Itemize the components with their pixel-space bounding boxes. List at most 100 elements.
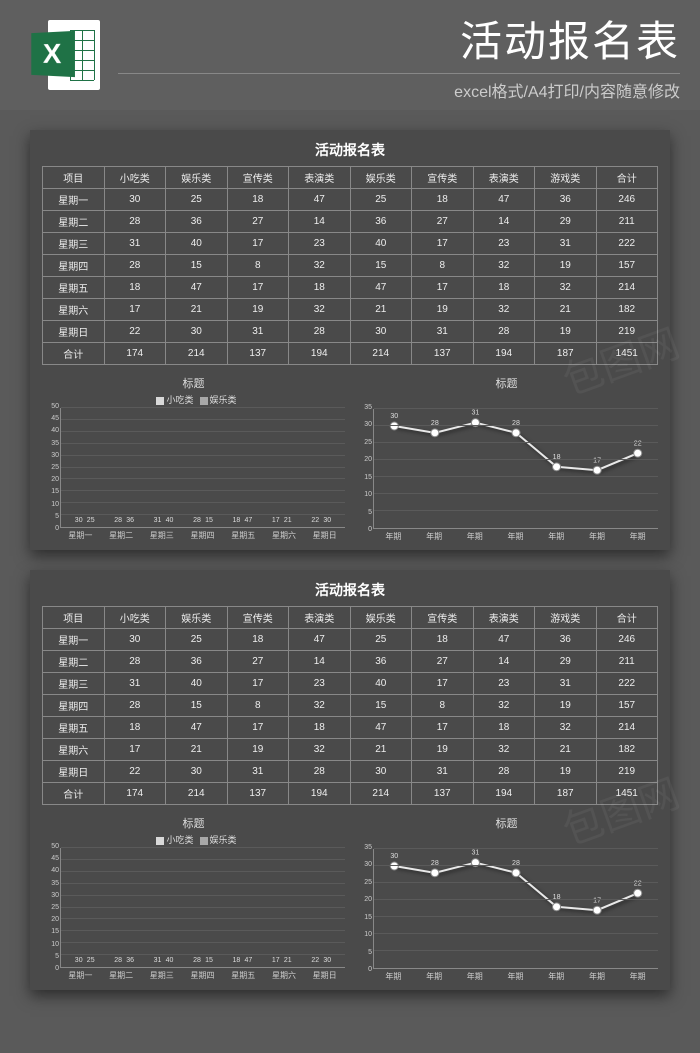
cell: 36	[166, 651, 228, 673]
cell: 31	[535, 673, 597, 695]
cell: 25	[350, 189, 412, 211]
cell: 31	[227, 761, 289, 783]
cell: 21	[350, 299, 412, 321]
cell: 14	[473, 651, 535, 673]
cell: 18	[104, 277, 166, 299]
table-row: 星期六1721193221193221182	[43, 299, 658, 321]
cell: 36	[166, 211, 228, 233]
cell: 214	[596, 717, 658, 739]
cell: 214	[350, 783, 412, 805]
cell: 40	[166, 673, 228, 695]
cell: 32	[289, 255, 351, 277]
col-header: 合计	[596, 167, 658, 189]
cell: 182	[596, 299, 658, 321]
cell: 星期三	[43, 233, 105, 255]
col-header: 合计	[596, 607, 658, 629]
bar-chart-area: 50454035302520151050 3025283631402815184…	[60, 408, 345, 528]
cell: 30	[350, 761, 412, 783]
cell: 194	[473, 343, 535, 365]
line-chart: 标题 35302520151050 30283128181722 年期年期年期年…	[355, 375, 658, 542]
data-table: 项目小吃类娱乐类宣传类表演类娱乐类宣传类表演类游戏类合计星期一302518472…	[42, 166, 658, 365]
cell: 211	[596, 651, 658, 673]
cell: 214	[350, 343, 412, 365]
col-header: 表演类	[473, 167, 535, 189]
cell: 47	[166, 717, 228, 739]
cell: 36	[350, 211, 412, 233]
cell: 21	[535, 299, 597, 321]
cell: 32	[535, 717, 597, 739]
bar-chart-x-labels-2: 星期一星期二星期三星期四星期五星期六星期日	[60, 968, 345, 981]
cell: 187	[535, 783, 597, 805]
col-header: 游戏类	[535, 607, 597, 629]
cell: 36	[350, 651, 412, 673]
cell: 157	[596, 695, 658, 717]
cell: 174	[104, 783, 166, 805]
data-table-2: 项目小吃类娱乐类宣传类表演类娱乐类宣传类表演类游戏类合计星期一302518472…	[42, 606, 658, 805]
header-text: 活动报名表 excel格式/A4打印/内容随意修改	[118, 8, 680, 102]
cell: 17	[227, 673, 289, 695]
cell: 17	[104, 739, 166, 761]
cell: 32	[289, 739, 351, 761]
cell: 29	[535, 651, 597, 673]
cell: 17	[227, 233, 289, 255]
cell: 47	[289, 189, 351, 211]
line-chart-area-2: 35302520151050 30283128181722	[373, 849, 658, 969]
cell: 194	[289, 343, 351, 365]
bar-chart-area-2: 50454035302520151050 3025283631402815184…	[60, 848, 345, 968]
cell: 28	[104, 651, 166, 673]
bar-chart-2: 标题 小吃类娱乐类 50454035302520151050 302528363…	[42, 815, 345, 982]
cell: 15	[350, 695, 412, 717]
cell: 星期二	[43, 211, 105, 233]
cell: 星期六	[43, 739, 105, 761]
table-row: 星期四28158321583219157	[43, 255, 658, 277]
cell: 18	[412, 629, 474, 651]
cell: 18	[473, 717, 535, 739]
cell: 32	[289, 299, 351, 321]
panel-1: 活动报名表 项目小吃类娱乐类宣传类表演类娱乐类宣传类表演类游戏类合计星期一302…	[30, 130, 670, 550]
cell: 19	[535, 321, 597, 343]
bar-chart-legend-2: 小吃类娱乐类	[42, 833, 345, 846]
cell: 17	[412, 717, 474, 739]
cell: 30	[166, 761, 228, 783]
cell: 30	[166, 321, 228, 343]
cell: 19	[535, 255, 597, 277]
cell: 18	[227, 629, 289, 651]
table-title: 活动报名表	[42, 140, 658, 160]
cell: 星期日	[43, 761, 105, 783]
svg-text:30: 30	[390, 413, 398, 420]
cell: 23	[289, 233, 351, 255]
cell: 32	[473, 739, 535, 761]
excel-icon: X	[30, 20, 100, 90]
cell: 246	[596, 629, 658, 651]
col-header: 表演类	[289, 167, 351, 189]
cell: 14	[289, 651, 351, 673]
cell: 25	[166, 189, 228, 211]
cell: 219	[596, 321, 658, 343]
cell: 36	[535, 629, 597, 651]
cell: 36	[535, 189, 597, 211]
cell: 23	[289, 673, 351, 695]
cell: 星期日	[43, 321, 105, 343]
cell: 137	[227, 783, 289, 805]
cell: 星期六	[43, 299, 105, 321]
cell: 18	[104, 717, 166, 739]
col-header: 宣传类	[412, 167, 474, 189]
bar-chart: 标题 小吃类娱乐类 50454035302520151050 302528363…	[42, 375, 345, 542]
bar-chart-title-2: 标题	[42, 815, 345, 831]
cell: 18	[412, 189, 474, 211]
col-header: 小吃类	[104, 167, 166, 189]
cell: 30	[104, 629, 166, 651]
cell: 15	[166, 255, 228, 277]
cell: 星期五	[43, 277, 105, 299]
bar-chart-title: 标题	[42, 375, 345, 391]
cell: 219	[596, 761, 658, 783]
cell: 47	[166, 277, 228, 299]
cell: 21	[166, 739, 228, 761]
table-row: 星期一3025184725184736246	[43, 189, 658, 211]
bar-chart-x-labels: 星期一星期二星期三星期四星期五星期六星期日	[60, 528, 345, 541]
col-header: 娱乐类	[350, 607, 412, 629]
cell: 137	[412, 343, 474, 365]
cell: 18	[289, 277, 351, 299]
table-row: 星期四28158321583219157	[43, 695, 658, 717]
col-header: 小吃类	[104, 607, 166, 629]
